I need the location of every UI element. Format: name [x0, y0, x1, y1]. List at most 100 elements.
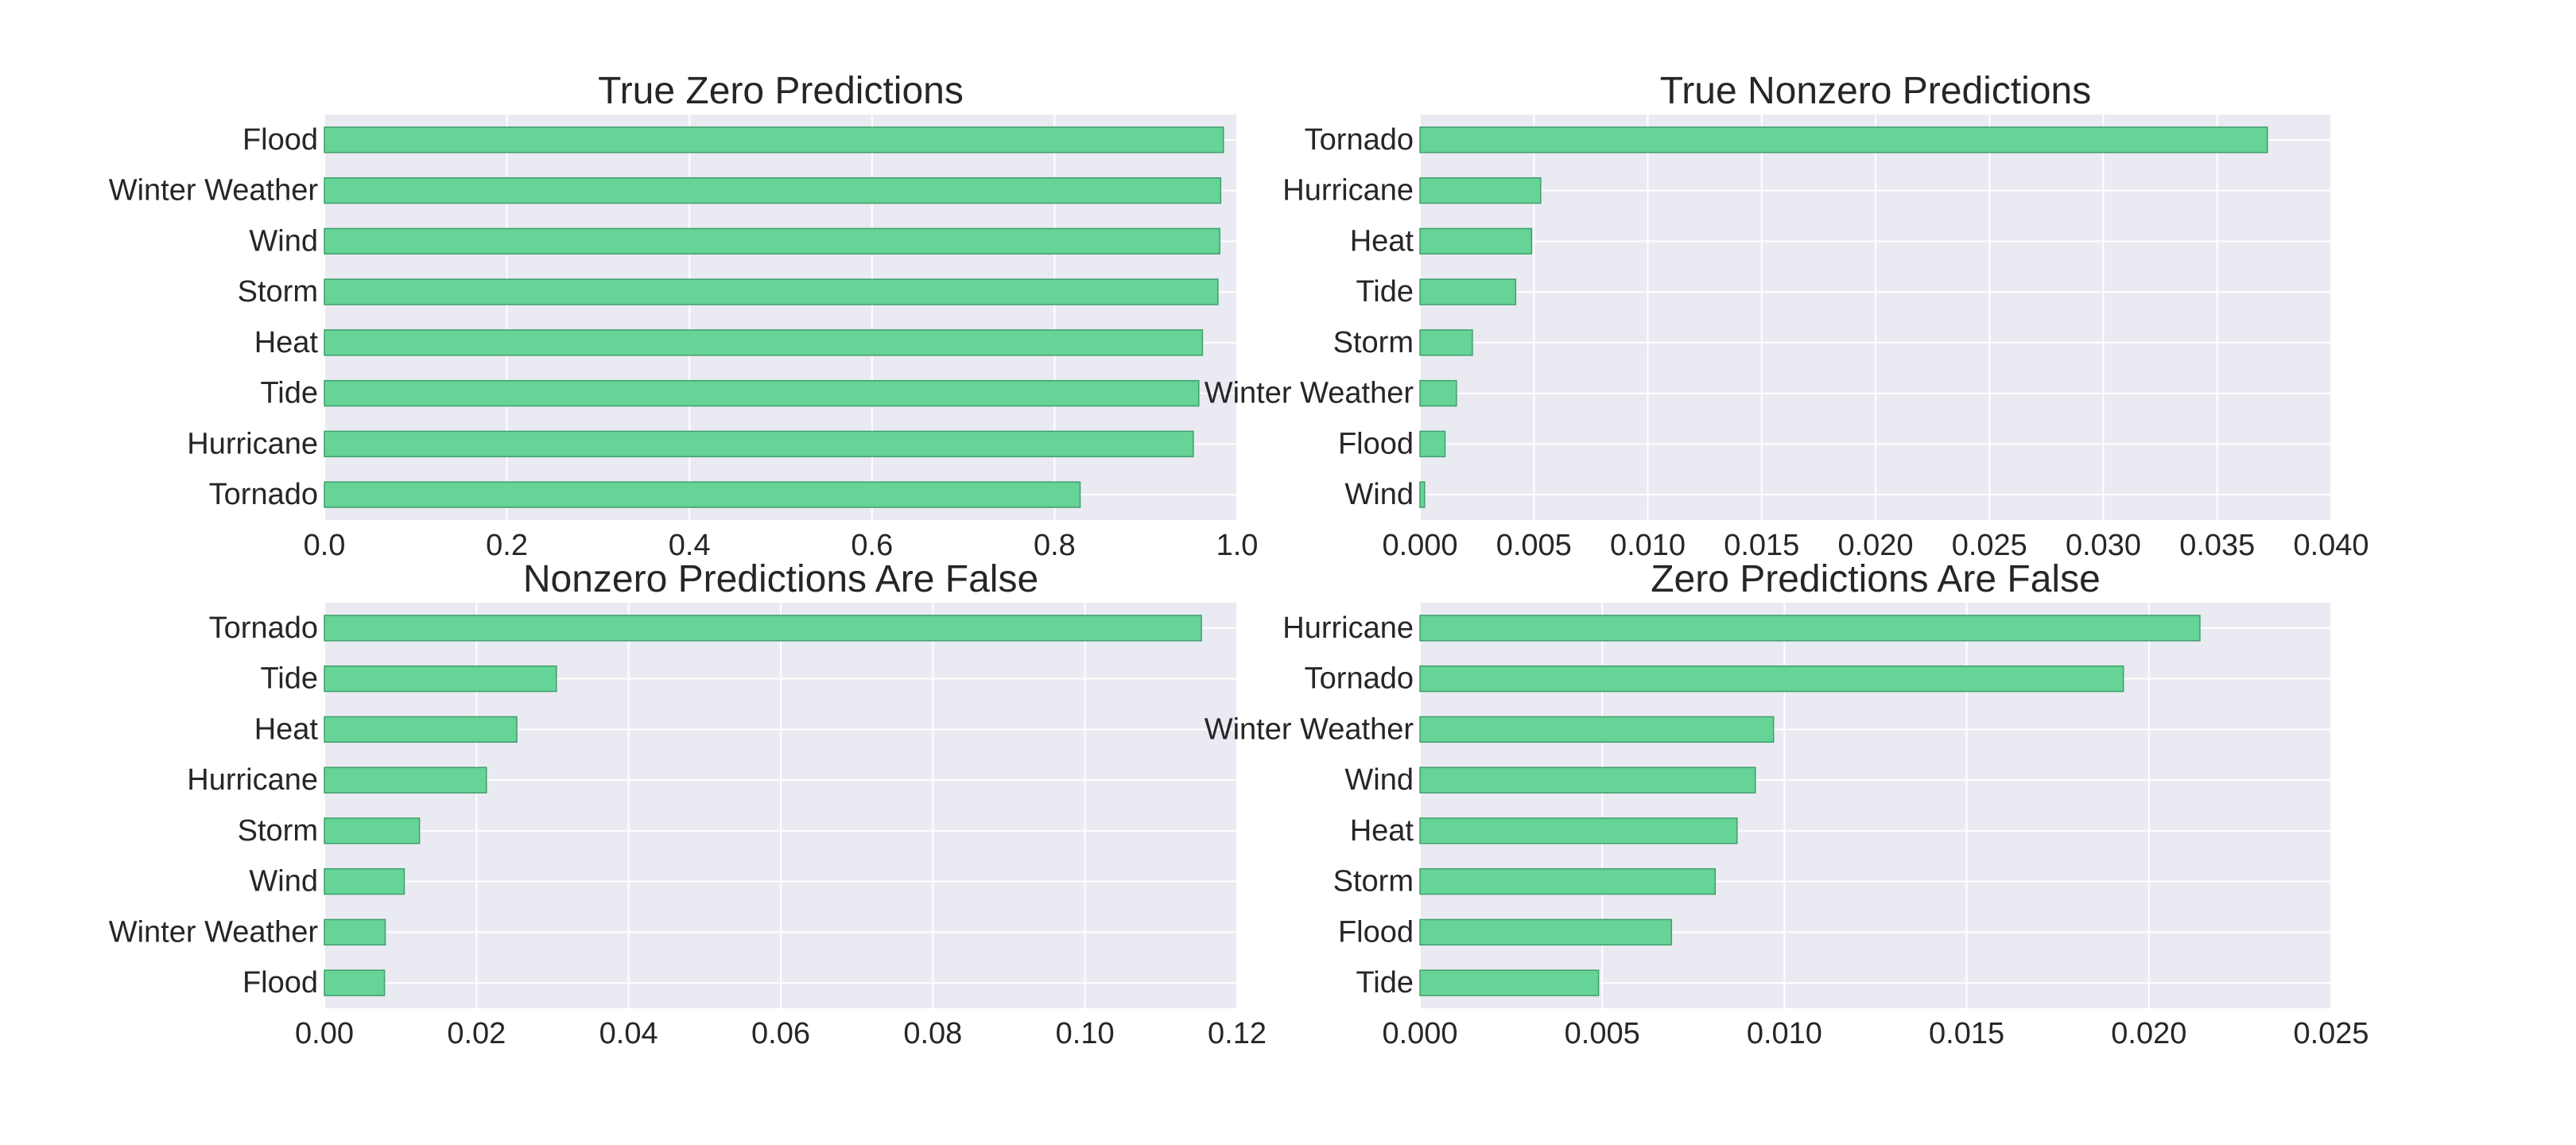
bar-wind [324, 867, 405, 895]
x-tick-label: 0.12 [1208, 1017, 1267, 1050]
y-tick-label: Tide [260, 662, 318, 696]
y-tick-label: Tide [1356, 966, 1414, 999]
bar-tide [1419, 969, 1600, 996]
y-tick-label: Heat [254, 326, 319, 359]
y-tick-label: Flood [1338, 915, 1414, 949]
y-tick-label: Storm [1333, 865, 1414, 899]
bar-storm [1419, 329, 1473, 356]
bar-tide [324, 379, 1200, 407]
y-tick-label: Flood [242, 966, 318, 999]
bar-hurricane [1419, 177, 1542, 204]
x-tick-label: 0.2 [486, 529, 528, 562]
x-tick-label: 0.010 [1610, 529, 1686, 562]
x-tick-label: 0.00 [295, 1017, 354, 1050]
y-tick-label: Heat [1350, 814, 1414, 848]
x-tick-label: 0.000 [1382, 529, 1457, 562]
x-tick-label: 0.010 [1747, 1017, 1822, 1050]
chart-panel-3: Tornado Tide Heat Hurricane Storm Wind Winter … [109, 558, 1267, 1050]
y-tick-label: Winter Weather [1205, 712, 1414, 746]
x-tick-label: 0.10 [1056, 1017, 1115, 1050]
y-tick-label: Storm [238, 275, 318, 309]
bar-storm [324, 278, 1219, 305]
chart-panels: Flood Winter Weather Wind Storm Heat Tide Hurr… [109, 70, 2369, 1050]
chart-panel-2: Tornado Hurricane Heat Tide Storm Winter Weat… [1205, 70, 2369, 562]
y-tick-label: Wind [1344, 478, 1414, 511]
bar-heat [1419, 227, 1533, 255]
x-tick-label: 0.005 [1496, 529, 1572, 562]
y-tick-label: Hurricane [187, 763, 318, 797]
bar-tide [1419, 278, 1517, 305]
y-tick-label: Flood [242, 123, 318, 157]
x-tick-label: 0.6 [851, 529, 893, 562]
x-tick-label: 0.020 [2111, 1017, 2186, 1050]
x-tick-label: 0.030 [2066, 529, 2141, 562]
bar-hurricane [324, 767, 487, 794]
y-tick-label: Winter Weather [109, 174, 319, 208]
x-tick-label: 1.0 [1216, 529, 1259, 562]
bar-hurricane [324, 430, 1194, 458]
y-tick-label: Flood [1338, 427, 1414, 460]
y-tick-label: Tornado [1305, 662, 1414, 696]
y-tick-label: Tide [260, 377, 318, 410]
y-tick-label: Storm [238, 814, 318, 848]
y-tick-label: Hurricane [1282, 174, 1414, 208]
chart-panel-1: Flood Winter Weather Wind Storm Heat Tide Hurr… [109, 70, 1259, 562]
chart-title: True Nonzero Predictions [1660, 70, 2091, 112]
x-tick-label: 0.0 [304, 529, 346, 562]
bar-storm [324, 817, 421, 844]
bar-flood [1419, 430, 1446, 458]
x-tick-label: 0.020 [1837, 529, 1913, 562]
x-tick-label: 0.08 [903, 1017, 962, 1050]
y-tick-label: Hurricane [1282, 611, 1414, 645]
bar-wind [1419, 767, 1756, 794]
bar-tornado [1419, 126, 2268, 153]
y-tick-label: Winter Weather [1205, 377, 1414, 410]
x-tick-label: 0.06 [751, 1017, 810, 1050]
y-tick-label: Tornado [209, 478, 318, 511]
x-tick-label: 0.025 [2293, 1017, 2368, 1050]
bar-flood [324, 126, 1224, 153]
y-tick-label: Tornado [1305, 123, 1414, 157]
bar-tide [324, 665, 557, 693]
plot-area [324, 114, 1237, 520]
x-tick-label: 0.02 [447, 1017, 506, 1050]
bar-heat [1419, 817, 1738, 844]
chart-title: True Zero Predictions [598, 70, 964, 112]
bar-winter-weather [1419, 379, 1457, 407]
bar-heat [324, 329, 1204, 356]
bar-tornado [324, 615, 1202, 642]
y-tick-label: Wind [1344, 763, 1414, 797]
bar-winter-weather [1419, 716, 1775, 743]
x-tick-label: 0.8 [1034, 529, 1076, 562]
x-tick-label: 0.025 [1952, 529, 2027, 562]
x-tick-label: 0.040 [2293, 529, 2368, 562]
x-tick-label: 0.000 [1382, 1017, 1457, 1050]
x-tick-label: 0.015 [1724, 529, 1799, 562]
x-tick-label: 0.005 [1565, 1017, 1640, 1050]
y-tick-label: Wind [249, 224, 318, 258]
bar-flood [1419, 918, 1673, 946]
bar-wind [324, 227, 1220, 255]
bar-tornado [1419, 665, 2124, 693]
bar-wind [1419, 481, 1426, 508]
bar-hurricane [1419, 615, 2201, 642]
bar-storm [1419, 867, 1717, 895]
x-tick-label: 0.04 [599, 1017, 658, 1050]
bar-winter-weather [324, 918, 386, 946]
y-tick-label: Winter Weather [109, 915, 319, 949]
y-tick-label: Heat [1350, 224, 1414, 258]
y-tick-label: Hurricane [187, 427, 318, 460]
y-tick-label: Wind [249, 865, 318, 899]
bar-heat [324, 716, 518, 743]
y-tick-label: Tornado [209, 611, 318, 645]
plot-area [1420, 603, 2331, 1008]
x-tick-label: 0.035 [2179, 529, 2255, 562]
y-tick-label: Tide [1356, 275, 1414, 309]
x-tick-label: 0.015 [1929, 1017, 2004, 1050]
y-tick-label: Storm [1333, 326, 1414, 359]
bar-winter-weather [324, 177, 1222, 204]
bar-tornado [324, 481, 1081, 508]
chart-title: Zero Predictions Are False [1651, 558, 2101, 600]
x-tick-label: 0.4 [669, 529, 711, 562]
